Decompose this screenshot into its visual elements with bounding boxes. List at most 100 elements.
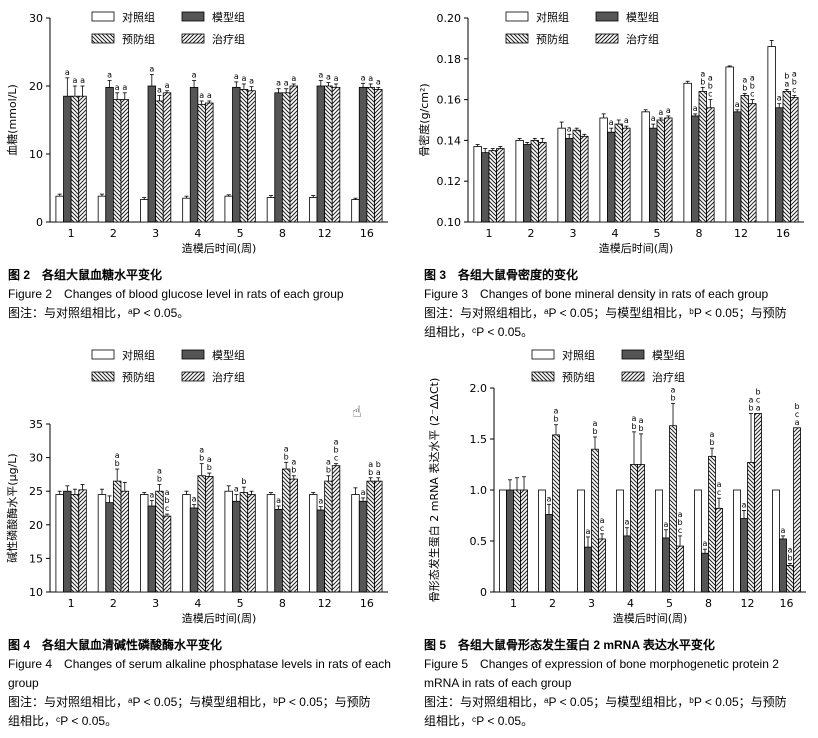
bar xyxy=(358,500,368,593)
x-tick-label: 4 xyxy=(612,227,619,240)
bar xyxy=(664,117,673,223)
y-tick-label: 15 xyxy=(29,552,43,565)
bar xyxy=(78,95,87,223)
significance-label: b xyxy=(794,402,799,411)
bar xyxy=(655,489,663,593)
significance-label: a xyxy=(693,104,698,113)
bar xyxy=(580,135,589,223)
figure-4-caption: 图 4 各组大鼠血清碱性磷酸酶水平变化 Figure 4 Changes of … xyxy=(8,636,408,731)
bar xyxy=(656,119,665,223)
bar xyxy=(591,448,599,593)
significance-label: a xyxy=(291,74,296,83)
legend-swatch xyxy=(91,349,115,360)
x-axis-label: 造模后时间(周) xyxy=(613,611,688,625)
bar xyxy=(266,494,276,593)
x-tick-label: 4 xyxy=(194,597,201,610)
x-tick-label: 1 xyxy=(68,597,75,610)
bar xyxy=(669,425,677,593)
bar xyxy=(733,111,742,223)
bar xyxy=(224,490,233,593)
significance-label: b xyxy=(670,393,675,402)
bar xyxy=(366,480,375,593)
legend-swatch xyxy=(505,33,529,44)
legend-swatch xyxy=(621,349,645,360)
legend-label: 对照组 xyxy=(122,10,155,24)
significance-label: a xyxy=(749,396,754,405)
bar xyxy=(309,494,318,593)
significance-label: b xyxy=(742,83,747,92)
y-tick-label: 0 xyxy=(36,216,43,229)
bar xyxy=(599,117,608,223)
bar xyxy=(78,489,87,593)
bar xyxy=(120,490,129,593)
legend-swatch xyxy=(91,11,115,22)
bar xyxy=(239,492,249,593)
significance-label: a xyxy=(554,407,559,416)
significance-label: b xyxy=(750,82,755,91)
figure-4-note-line-1: 图注：与对照组相比，ᵃP < 0.05；与模型组相比，ᵇP < 0.05；与预防 xyxy=(8,695,371,709)
legend-label: 对照组 xyxy=(562,348,595,362)
bar xyxy=(584,546,592,593)
bar xyxy=(649,127,658,223)
legend-swatch xyxy=(181,371,205,382)
bar xyxy=(274,508,283,593)
bar xyxy=(701,552,709,593)
y-tick-label: 0.5 xyxy=(470,535,488,548)
bar xyxy=(782,91,791,223)
figure-5-note-line-1: 图注：与对照组相比，ᵃP < 0.05；与模型组相比，ᵇP < 0.05；与预防 xyxy=(424,695,787,709)
bar xyxy=(351,199,360,223)
figure-2-caption: 图 2 各组大鼠血糖水平变化 Figure 2 Changes of blood… xyxy=(8,266,408,323)
bar xyxy=(147,505,157,593)
figure-5-chart: 0 0.5 1.0 1.5 2.0 骨形态发生蛋白 2 mRNA 表达水平 (2⁻ΔΔCt… xyxy=(427,348,806,625)
bar xyxy=(538,142,547,223)
bar xyxy=(506,489,514,593)
significance-label: a xyxy=(700,69,705,78)
significance-label: a xyxy=(207,455,212,464)
legend-swatch xyxy=(595,11,619,22)
significance-label: b xyxy=(700,77,705,86)
x-tick-label: 12 xyxy=(318,597,332,610)
legend-swatch xyxy=(181,33,205,44)
bar xyxy=(374,480,383,593)
significance-label: a xyxy=(318,497,323,506)
figure-3-note-line-2: 组相比，ᶜP < 0.05。 xyxy=(424,325,534,339)
x-tick-label: 8 xyxy=(696,227,703,240)
x-tick-label: 16 xyxy=(360,227,374,240)
significance-label: b xyxy=(199,454,204,463)
bar xyxy=(274,92,283,223)
bar xyxy=(552,434,560,593)
x-axis-label: 造模后时间(周) xyxy=(599,241,674,255)
significance-label: a xyxy=(792,70,797,79)
significance-label: a xyxy=(678,510,683,519)
figure-5-caption-en: Figure 5 Changes of expression of bone m… xyxy=(424,657,779,690)
x-tick-label: 2 xyxy=(549,597,556,610)
bar xyxy=(324,480,333,593)
y-tick-label: 20 xyxy=(29,80,43,93)
figure-5-note-line-2: 组相比，ᶜP < 0.05。 xyxy=(424,714,534,728)
y-tick-label: 1.0 xyxy=(470,484,488,497)
significance-label: a xyxy=(788,545,793,554)
bar xyxy=(565,137,574,223)
significance-label: a xyxy=(157,86,162,95)
legend-swatch xyxy=(91,371,115,382)
bar xyxy=(316,85,326,223)
bar xyxy=(662,537,670,593)
legend-swatch xyxy=(505,11,529,22)
significance-label: b xyxy=(368,468,373,477)
bar xyxy=(793,427,801,593)
significance-label: b xyxy=(677,518,682,527)
significance-label: a xyxy=(326,458,331,467)
y-tick-label: 30 xyxy=(29,12,43,25)
significance-label: c xyxy=(334,454,338,463)
significance-label: a xyxy=(284,444,289,453)
significance-label: a xyxy=(199,446,204,455)
x-tick-label: 3 xyxy=(588,597,595,610)
bar xyxy=(708,455,716,593)
bar xyxy=(779,538,787,593)
bar xyxy=(197,475,206,593)
significance-label: b xyxy=(333,446,338,455)
